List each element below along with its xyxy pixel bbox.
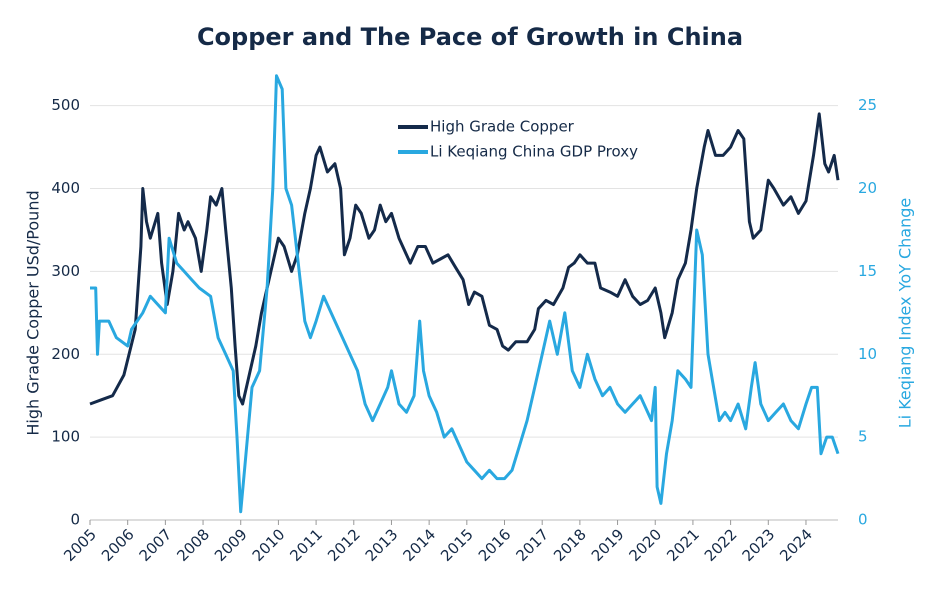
x-tick-label: 2015	[437, 525, 477, 565]
x-tick-label: 2011	[286, 525, 326, 565]
x-tick-label: 2006	[98, 525, 138, 565]
x-tick-label: 2021	[663, 525, 703, 565]
y-tick-label: 0	[70, 511, 80, 529]
chart-title: Copper and The Pace of Growth in China	[197, 23, 743, 51]
x-tick-label: 2010	[249, 525, 289, 565]
y2-tick-label: 0	[858, 511, 868, 529]
x-tick-label: 2009	[211, 525, 251, 565]
y2-tick-label: 5	[858, 428, 868, 446]
y2-tick-label: 10	[858, 345, 877, 363]
x-tick-label: 2008	[173, 525, 213, 565]
legend-label: High Grade Copper	[430, 118, 575, 136]
y-axis-label: High Grade Copper USd/Pound	[24, 190, 43, 435]
x-tick-label: 2024	[776, 525, 816, 565]
legend-label: Li Keqiang China GDP Proxy	[430, 143, 638, 161]
x-tick-label: 2017	[512, 525, 552, 565]
x-tick-label: 2020	[626, 525, 666, 565]
y2-tick-label: 25	[858, 96, 877, 114]
y-tick-label: 300	[51, 262, 80, 280]
x-tick-label: 2019	[588, 525, 628, 565]
y2-tick-label: 20	[858, 179, 877, 197]
y-tick-label: 100	[51, 428, 80, 446]
series-line	[89, 112, 840, 406]
series-line	[90, 74, 840, 514]
x-tick-label: 2005	[60, 525, 100, 565]
x-tick-label: 2013	[362, 525, 402, 565]
x-tick-label: 2007	[136, 525, 176, 565]
y-tick-label: 400	[51, 179, 80, 197]
x-tick-label: 2016	[475, 525, 515, 565]
x-tick-label: 2022	[701, 525, 741, 565]
y2-tick-label: 15	[858, 262, 877, 280]
y-tick-label: 500	[51, 96, 80, 114]
x-tick-label: 2018	[550, 525, 590, 565]
y2-axis-label: Li Keqiang Index YoY Change	[896, 198, 915, 428]
x-tick-label: 2012	[324, 525, 364, 565]
x-tick-label: 2014	[399, 525, 439, 565]
y-tick-label: 200	[51, 345, 80, 363]
x-tick-label: 2023	[739, 525, 779, 565]
